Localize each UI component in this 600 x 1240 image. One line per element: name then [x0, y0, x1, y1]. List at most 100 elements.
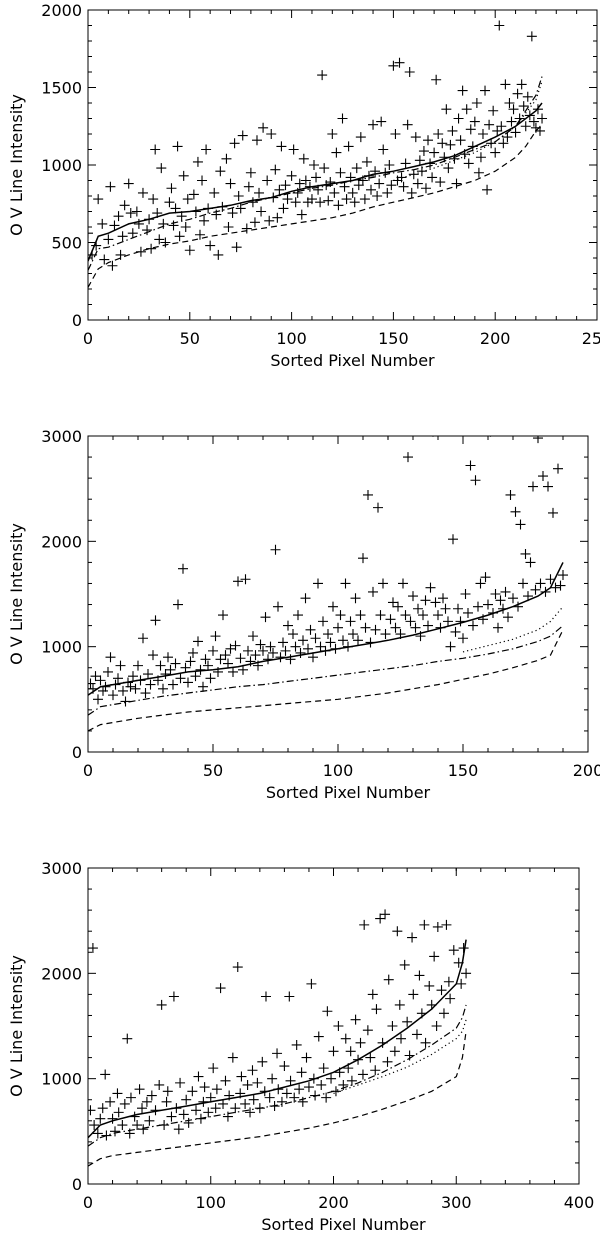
scatter-point	[451, 178, 462, 189]
scatter-point	[555, 580, 566, 591]
scatter-point	[88, 943, 98, 954]
scatter-point	[373, 502, 383, 513]
scatter-point	[170, 658, 181, 669]
scatter-point	[122, 1033, 133, 1044]
scatter-point	[227, 208, 238, 219]
scatter-point	[468, 620, 478, 631]
scatter-point	[512, 88, 523, 99]
scatter-point	[353, 635, 363, 646]
scatter-point	[247, 197, 258, 208]
scatter-point	[144, 214, 155, 225]
scatter-point	[110, 1126, 121, 1137]
plot-area	[88, 868, 472, 1167]
scatter-point	[146, 243, 157, 254]
x-tick-label: 150	[448, 761, 479, 780]
scatter-point	[321, 1092, 332, 1103]
scatter-point	[200, 654, 211, 665]
scatter-point	[350, 1014, 361, 1025]
scatter-point	[266, 129, 277, 139]
scatter-point	[183, 1117, 194, 1128]
scatter-point	[383, 974, 394, 985]
scatter-point	[420, 595, 431, 606]
scatter-point	[526, 31, 537, 42]
scatter-point	[377, 1037, 388, 1048]
scatter-point	[241, 223, 252, 234]
scatter-point	[172, 141, 183, 152]
x-tick-label: 100	[195, 1193, 226, 1212]
scatter-point	[366, 184, 377, 195]
scatter-point	[363, 170, 374, 181]
scatter-point	[400, 158, 411, 169]
scatter-point	[419, 919, 430, 930]
scatter-point	[130, 683, 141, 694]
scatter-point	[461, 968, 472, 979]
scatter-point	[143, 669, 153, 680]
scatter-point	[489, 436, 492, 437]
y-tick-label: 500	[51, 234, 82, 253]
scatter-point	[380, 167, 391, 178]
y-axis-title: O V Line Intensity	[7, 94, 26, 236]
scatter-point	[433, 610, 443, 621]
scatter-point	[518, 101, 529, 112]
scatter-point	[467, 141, 478, 152]
scatter-point	[236, 1071, 247, 1082]
scatter-point	[515, 519, 526, 530]
scatter-point	[306, 978, 317, 989]
scatter-point	[88, 228, 93, 239]
scatter-point	[478, 614, 488, 625]
scatter-point	[498, 138, 509, 149]
scatter-point	[220, 650, 231, 661]
scatter-point	[229, 138, 240, 149]
scatter-point	[171, 1103, 182, 1114]
scatter-point	[120, 696, 131, 707]
scatter-point	[405, 616, 416, 627]
scatter-point	[301, 1052, 312, 1063]
scatter-point	[242, 1079, 253, 1090]
scatter-point	[380, 909, 391, 920]
scatter-point	[367, 989, 378, 1000]
scatter-point	[132, 1120, 143, 1131]
scatter-point	[178, 1109, 189, 1120]
scatter-point	[131, 206, 142, 217]
scatter-point	[227, 1052, 238, 1063]
scatter-point	[175, 1077, 186, 1088]
scatter-point	[510, 127, 521, 138]
scatter-point	[349, 197, 360, 208]
scatter-point	[365, 1052, 376, 1063]
scatter-point	[313, 184, 324, 195]
scatter-point	[125, 1092, 136, 1103]
scatter-point	[217, 201, 228, 212]
y-tick-label: 3000	[41, 427, 82, 446]
scatter-point	[245, 656, 256, 667]
scatter-point	[368, 586, 378, 597]
scatter-point	[103, 234, 114, 245]
scatter-point	[465, 124, 476, 135]
scatter-point	[355, 132, 366, 143]
scatter-point	[134, 1084, 145, 1095]
scatter-point	[199, 1082, 210, 1093]
solid-curve	[88, 562, 564, 696]
scatter-point	[347, 187, 358, 198]
scatter-point	[88, 249, 98, 260]
scatter-point	[310, 1090, 321, 1101]
scatter-point	[255, 639, 266, 650]
scatter-point	[431, 1021, 442, 1031]
scatter-point	[508, 104, 519, 115]
scatter-point	[473, 601, 483, 612]
scatter-point	[318, 1063, 329, 1074]
scatter-point	[432, 436, 434, 437]
scatter-point	[477, 129, 488, 139]
scatter-point	[113, 673, 123, 684]
scatter-point	[125, 208, 136, 219]
scatter-point	[296, 1067, 307, 1078]
scatter-point	[278, 203, 289, 214]
x-axis-title: Sorted Pixel Number	[261, 1215, 426, 1234]
scatter-point	[135, 675, 146, 686]
scatter-point	[296, 209, 307, 220]
scatter-point	[107, 1113, 118, 1124]
scatter-point	[203, 203, 214, 214]
scatter-point	[298, 635, 308, 646]
scatter-point	[473, 167, 484, 178]
scatter-point	[449, 153, 460, 164]
scatter-point	[439, 152, 450, 163]
